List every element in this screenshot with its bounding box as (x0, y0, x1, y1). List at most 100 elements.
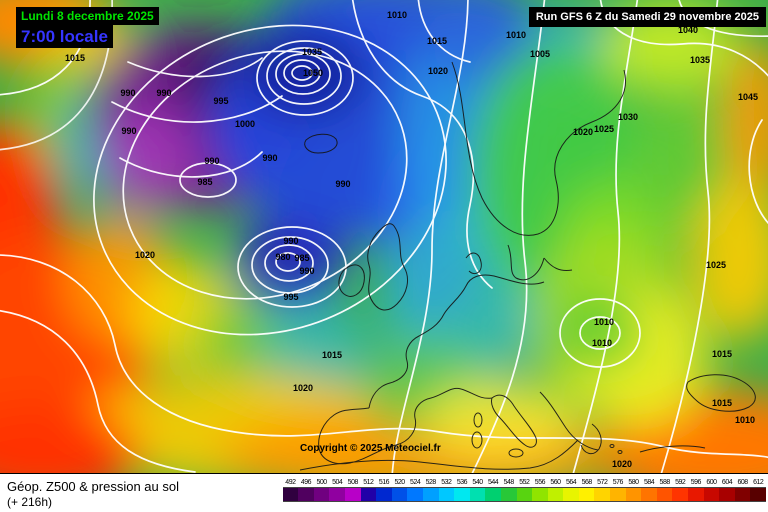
scale-cell: 596 (688, 478, 704, 502)
scale-value: 548 (503, 479, 515, 486)
pressure-label: 1040 (677, 25, 699, 35)
scale-cell: 524 (407, 478, 423, 502)
scale-cell: 584 (641, 478, 657, 502)
scale-cell: 556 (532, 478, 548, 502)
scale-value: 504 (332, 479, 343, 486)
pressure-label: 1045 (737, 92, 759, 102)
scale-color-swatch (532, 487, 548, 502)
scale-color-swatch (298, 487, 314, 502)
scale-cell: 544 (485, 478, 501, 502)
pressure-label: 995 (283, 292, 299, 302)
scale-cell: 580 (625, 478, 642, 502)
pressure-label: 990 (204, 156, 220, 166)
pressure-label: 1010 (386, 10, 408, 20)
scale-color-swatch (734, 487, 751, 502)
copyright-text: Copyright © 2025 Meteociel.fr (300, 443, 441, 454)
scale-cell: 508 (344, 478, 361, 502)
scale-value: 592 (675, 479, 686, 486)
scale-value: 552 (519, 479, 530, 486)
scale-value: 588 (659, 479, 671, 486)
pressure-label: 1000 (234, 119, 256, 129)
scale-color-swatch (469, 487, 486, 502)
scale-cell: 512 (360, 478, 377, 502)
scale-cell: 520 (391, 478, 408, 502)
weather-map-canvas (0, 0, 768, 473)
scale-color-swatch (422, 487, 439, 502)
scale-cell: 504 (329, 478, 345, 502)
date-box: Lundi 8 decembre 2025 7:00 locale (16, 7, 159, 48)
scale-color-swatch (688, 487, 704, 502)
date-line1: Lundi 8 decembre 2025 (16, 7, 159, 25)
scale-cell: 576 (610, 478, 626, 502)
pressure-label: 985 (197, 177, 213, 187)
scale-cell: 604 (719, 478, 735, 502)
scale-color-swatch (594, 487, 611, 502)
scale-color-swatch (750, 487, 766, 502)
pressure-label: 1020 (427, 66, 449, 76)
pressure-labels-layer: 1010 1015 1015 990 990 995 1000 990 1035 1050 1020… (64, 10, 759, 469)
scale-value: 560 (550, 479, 561, 486)
pressure-label: 1005 (529, 49, 551, 59)
pressure-label: 1010 (593, 317, 615, 327)
pressure-label: 990 (299, 266, 315, 276)
scale-value: 536 (456, 479, 468, 486)
pressure-label: 995 (213, 96, 229, 106)
scale-color-swatch (578, 487, 595, 502)
scale-cell: 548 (500, 478, 517, 502)
pressure-label: 990 (121, 126, 137, 136)
scale-value: 580 (628, 479, 639, 486)
scale-cell: 516 (376, 478, 392, 502)
scale-cell: 492 (282, 478, 299, 502)
scale-value: 528 (425, 479, 437, 486)
pressure-label: 1015 (64, 53, 86, 63)
scale-value: 512 (363, 479, 374, 486)
pressure-label: 1010 (505, 30, 527, 40)
pressure-label: 985 (294, 253, 310, 263)
scale-cell: 608 (734, 478, 751, 502)
pressure-label: 1010 (591, 338, 613, 348)
date-line2: 7:00 locale (16, 25, 113, 48)
scale-color-swatch (656, 487, 673, 502)
scale-color-swatch (407, 487, 423, 502)
pressure-label: 1015 (426, 36, 448, 46)
scale-cell: 540 (469, 478, 486, 502)
pressure-label: 1020 (572, 127, 594, 137)
pressure-label: 1010 (734, 415, 756, 425)
scale-color-swatch (547, 487, 564, 502)
pressure-label: 1020 (611, 459, 633, 469)
scale-cell: 588 (656, 478, 673, 502)
geopotential-color-field (0, 0, 768, 473)
scale-cell: 612 (750, 478, 766, 502)
scale-color-swatch (391, 487, 408, 502)
scale-value: 544 (488, 479, 499, 486)
map-title: Géop. Z500 & pression au sol (7, 479, 179, 494)
scale-color-swatch (313, 487, 330, 502)
scale-value: 572 (597, 479, 608, 486)
scale-color-swatch (329, 487, 345, 502)
legend-footer: Géop. Z500 & pression au sol (+ 216h) 49… (0, 473, 768, 512)
scale-value: 508 (347, 479, 359, 486)
coastlines (299, 61, 756, 471)
scale-cell: 552 (516, 478, 533, 502)
scale-value: 496 (300, 479, 312, 486)
pressure-label: 990 (335, 179, 351, 189)
pressure-label: 1025 (705, 260, 727, 270)
scale-cell: 528 (422, 478, 439, 502)
pressure-label: 990 (156, 88, 172, 98)
pressure-label: 1020 (292, 383, 314, 393)
scale-color-swatch (454, 487, 470, 502)
scale-cell: 572 (594, 478, 611, 502)
scale-cell: 600 (703, 478, 720, 502)
scale-cell: 536 (454, 478, 470, 502)
scale-value: 524 (410, 479, 421, 486)
pressure-label: 1035 (689, 55, 711, 65)
scale-value: 540 (472, 479, 483, 486)
scale-cell: 568 (578, 478, 595, 502)
scale-color-swatch (516, 487, 533, 502)
pressure-label: 1035 (301, 47, 323, 57)
scale-color-swatch (641, 487, 657, 502)
scale-color-swatch (500, 487, 517, 502)
scale-color-swatch (703, 487, 720, 502)
scale-value: 564 (565, 479, 577, 486)
